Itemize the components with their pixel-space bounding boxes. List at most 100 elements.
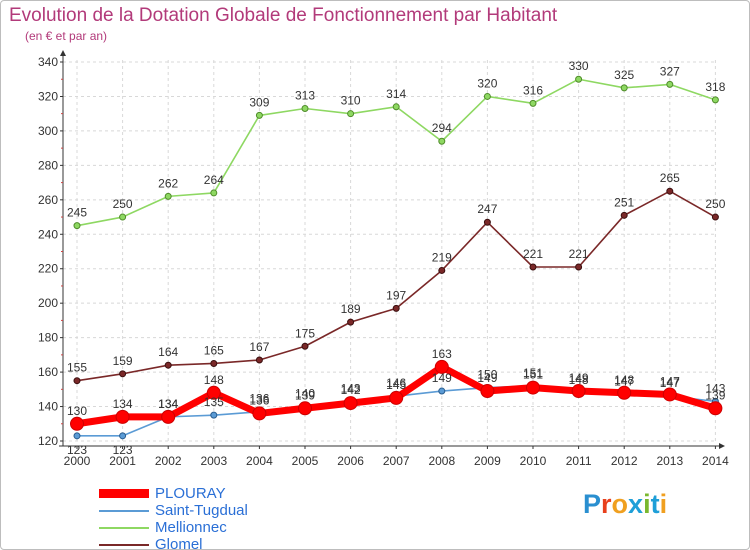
data-label-glomel: 219 xyxy=(432,250,452,264)
data-point-plouray xyxy=(526,380,540,395)
data-label-glomel: 221 xyxy=(523,247,543,261)
y-tick-label: 180 xyxy=(38,331,58,345)
data-label-plouray: 139 xyxy=(295,388,315,402)
data-label-plouray: 151 xyxy=(523,368,543,382)
data-point-mellionnec xyxy=(392,103,400,111)
data-point-mellionnec xyxy=(255,111,263,119)
x-tick-label: 2002 xyxy=(155,454,182,468)
data-label-mellionnec: 264 xyxy=(204,173,224,187)
data-point-plouray xyxy=(480,384,495,399)
data-label-saint-tugdual: 150 xyxy=(477,368,497,382)
data-label-glomel: 251 xyxy=(614,195,634,209)
data-point-glomel xyxy=(529,263,537,271)
x-tick-label: 2012 xyxy=(611,454,638,468)
legend: PLOURAY Saint-Tugdual Mellionnec Glomel xyxy=(99,485,299,550)
logo-letter: i xyxy=(659,489,668,519)
data-point-plouray xyxy=(206,385,221,400)
data-point-plouray xyxy=(708,401,723,416)
data-label-mellionnec: 245 xyxy=(67,206,87,220)
data-point-mellionnec xyxy=(301,105,309,113)
data-label-mellionnec: 320 xyxy=(477,76,497,90)
x-tick-label: 2006 xyxy=(337,454,364,468)
data-point-glomel xyxy=(392,304,400,312)
data-point-mellionnec xyxy=(620,84,628,92)
data-point-plouray xyxy=(343,396,358,411)
data-point-mellionnec xyxy=(575,75,583,83)
data-point-glomel xyxy=(210,359,218,367)
data-label-saint-tugdual: 123 xyxy=(113,443,133,457)
data-label-plouray: 163 xyxy=(432,347,452,361)
legend-label: Glomel xyxy=(155,536,203,550)
data-point-plouray xyxy=(571,384,586,399)
data-point-glomel xyxy=(666,187,674,195)
data-label-glomel: 250 xyxy=(705,197,725,211)
data-label-saint-tugdual: 143 xyxy=(341,381,361,395)
data-label-mellionnec: 314 xyxy=(386,87,406,101)
x-tick-label: 2008 xyxy=(428,454,455,468)
x-tick-label: 2013 xyxy=(656,454,683,468)
legend-item-plouray: PLOURAY xyxy=(99,485,299,502)
y-tick-label: 320 xyxy=(38,89,58,103)
data-point-glomel xyxy=(483,218,491,226)
data-point-mellionnec xyxy=(210,189,218,197)
x-tick-label: 2007 xyxy=(383,454,410,468)
legend-swatch xyxy=(99,510,149,512)
x-tick-label: 2004 xyxy=(246,454,273,468)
data-label-mellionnec: 316 xyxy=(523,83,543,97)
data-label-mellionnec: 310 xyxy=(341,94,361,108)
data-point-saint-tugdual xyxy=(438,387,446,395)
y-axis-arrow xyxy=(60,50,66,56)
data-point-plouray xyxy=(298,401,312,416)
legend-item-glomel: Glomel xyxy=(99,536,299,550)
legend-swatch xyxy=(99,544,149,546)
data-label-glomel: 165 xyxy=(204,343,224,357)
logo-letter: P xyxy=(583,489,602,519)
data-point-glomel xyxy=(438,266,446,274)
x-tick-label: 2001 xyxy=(109,454,136,468)
x-tick-label: 2014 xyxy=(702,454,729,468)
logo-letter: t xyxy=(650,489,660,519)
data-label-saint-tugdual: 148 xyxy=(569,373,589,387)
data-label-glomel: 155 xyxy=(67,361,87,375)
data-point-plouray xyxy=(70,416,84,431)
legend-label: Saint-Tugdual xyxy=(155,502,248,519)
data-point-mellionnec xyxy=(119,213,127,221)
data-label-plouray: 148 xyxy=(204,373,224,387)
data-label-plouray: 136 xyxy=(249,393,269,407)
data-label-glomel: 159 xyxy=(113,354,133,368)
data-point-mellionnec xyxy=(529,99,537,107)
y-tick-label: 200 xyxy=(38,296,58,310)
data-label-plouray: 142 xyxy=(341,383,361,397)
x-tick-label: 2003 xyxy=(200,454,227,468)
y-tick-label: 160 xyxy=(38,365,58,379)
data-label-glomel: 221 xyxy=(569,247,589,261)
data-label-glomel: 265 xyxy=(660,171,680,185)
y-tick-label: 120 xyxy=(38,434,58,448)
y-tick-label: 220 xyxy=(38,262,58,276)
x-tick-label: 2000 xyxy=(64,454,91,468)
y-tick-label: 260 xyxy=(38,193,58,207)
y-tick-label: 140 xyxy=(38,400,58,414)
data-point-mellionnec xyxy=(347,110,355,118)
data-point-plouray xyxy=(115,409,130,424)
data-label-plouray: 149 xyxy=(477,371,497,385)
chart-subtitle: (en € et par an) xyxy=(25,29,108,43)
data-label-saint-tugdual: 147 xyxy=(614,374,634,388)
data-point-mellionnec xyxy=(711,96,719,104)
data-label-plouray: 134 xyxy=(158,397,178,411)
logo-letter: i xyxy=(643,489,651,519)
proxiti-logo: Proxiti xyxy=(583,489,667,520)
data-label-mellionnec: 262 xyxy=(158,176,178,190)
data-label-saint-tugdual: 136 xyxy=(249,392,269,406)
legend-label: Mellionnec xyxy=(155,519,227,536)
x-tick-label: 2009 xyxy=(474,454,501,468)
data-label-plouray: 145 xyxy=(386,378,406,392)
legend-label: PLOURAY xyxy=(155,485,226,502)
data-point-plouray xyxy=(389,390,404,405)
data-label-mellionnec: 325 xyxy=(614,68,634,82)
data-label-plouray: 130 xyxy=(67,404,87,418)
data-label-saint-tugdual: 146 xyxy=(386,376,406,390)
data-label-mellionnec: 250 xyxy=(113,197,133,211)
